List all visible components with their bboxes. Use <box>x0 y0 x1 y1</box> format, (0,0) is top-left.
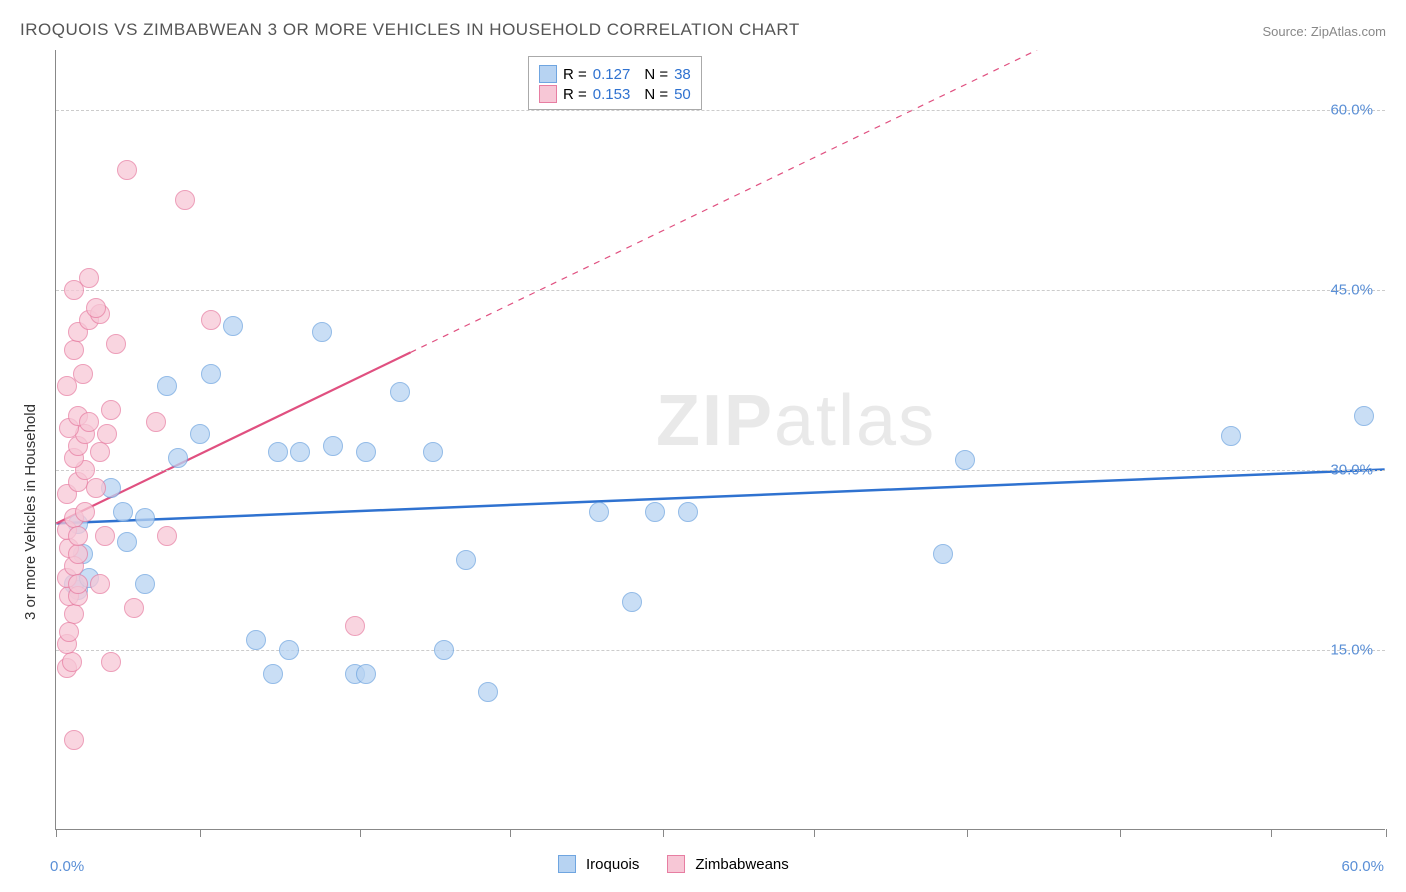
data-point <box>86 478 106 498</box>
data-point <box>312 322 332 342</box>
plot-area: ZIPatlas 15.0% 30.0% 45.0% 60.0% <box>55 50 1385 830</box>
legend-row-zimbabweans: R = 0.153 N = 50 <box>539 85 691 103</box>
x-tick <box>967 829 968 837</box>
data-point <box>68 544 88 564</box>
data-point <box>106 334 126 354</box>
data-point <box>157 376 177 396</box>
data-point <box>59 622 79 642</box>
data-point <box>79 268 99 288</box>
data-point <box>64 340 84 360</box>
data-point <box>356 442 376 462</box>
data-point <box>478 682 498 702</box>
y-axis-label: 3 or more Vehicles in Household <box>22 404 39 620</box>
data-point <box>68 574 88 594</box>
y-tick-label: 60.0% <box>1330 102 1373 119</box>
data-point <box>456 550 476 570</box>
data-point <box>64 730 84 750</box>
x-tick <box>1271 829 1272 837</box>
chart-container: IROQUOIS VS ZIMBABWEAN 3 OR MORE VEHICLE… <box>0 0 1406 892</box>
data-point <box>390 382 410 402</box>
data-point <box>268 442 288 462</box>
data-point <box>113 502 133 522</box>
x-tick <box>1386 829 1387 837</box>
source-label: Source: ZipAtlas.com <box>1262 24 1386 39</box>
data-point <box>622 592 642 612</box>
swatch-iroquois-bottom <box>558 855 576 873</box>
data-point <box>645 502 665 522</box>
x-tick <box>663 829 664 837</box>
data-point <box>246 630 266 650</box>
data-point <box>190 424 210 444</box>
x-tick-right: 60.0% <box>1341 858 1384 875</box>
x-tick <box>1120 829 1121 837</box>
swatch-iroquois <box>539 65 557 83</box>
data-point <box>323 436 343 456</box>
data-point <box>101 400 121 420</box>
data-point <box>157 526 177 546</box>
data-point <box>678 502 698 522</box>
data-point <box>95 526 115 546</box>
gridline-h <box>56 290 1385 291</box>
data-point <box>124 598 144 618</box>
legend-row-iroquois: R = 0.127 N = 38 <box>539 65 691 83</box>
x-tick-left: 0.0% <box>50 858 84 875</box>
data-point <box>79 412 99 432</box>
data-point <box>263 664 283 684</box>
data-point <box>90 574 110 594</box>
x-tick <box>56 829 57 837</box>
data-point <box>589 502 609 522</box>
data-point <box>73 364 93 384</box>
data-point <box>423 442 443 462</box>
data-point <box>955 450 975 470</box>
data-point <box>201 310 221 330</box>
data-point <box>62 652 82 672</box>
data-point <box>90 442 110 462</box>
data-point <box>135 574 155 594</box>
data-point <box>101 652 121 672</box>
data-point <box>86 298 106 318</box>
data-point <box>290 442 310 462</box>
data-point <box>68 526 88 546</box>
trendlines-layer <box>56 50 1385 829</box>
data-point <box>345 616 365 636</box>
swatch-zimbabweans <box>539 85 557 103</box>
gridline-h <box>56 470 1385 471</box>
y-tick-label: 45.0% <box>1330 282 1373 299</box>
data-point <box>434 640 454 660</box>
data-point <box>1221 426 1241 446</box>
swatch-zimbabweans-bottom <box>667 855 685 873</box>
data-point <box>201 364 221 384</box>
series-legend: Iroquois Zimbabweans <box>558 855 789 873</box>
data-point <box>135 508 155 528</box>
data-point <box>168 448 188 468</box>
x-tick <box>510 829 511 837</box>
data-point <box>279 640 299 660</box>
x-tick <box>360 829 361 837</box>
data-point <box>356 664 376 684</box>
data-point <box>175 190 195 210</box>
gridline-h <box>56 110 1385 111</box>
data-point <box>117 532 137 552</box>
data-point <box>75 502 95 522</box>
y-tick-label: 30.0% <box>1330 462 1373 479</box>
data-point <box>97 424 117 444</box>
data-point <box>1354 406 1374 426</box>
x-tick <box>200 829 201 837</box>
data-point <box>223 316 243 336</box>
chart-title: IROQUOIS VS ZIMBABWEAN 3 OR MORE VEHICLE… <box>20 20 800 40</box>
correlation-legend: R = 0.127 N = 38 R = 0.153 N = 50 <box>528 56 702 110</box>
watermark: ZIPatlas <box>656 380 936 462</box>
data-point <box>146 412 166 432</box>
data-point <box>117 160 137 180</box>
x-tick <box>814 829 815 837</box>
data-point <box>933 544 953 564</box>
y-tick-label: 15.0% <box>1330 642 1373 659</box>
data-point <box>64 604 84 624</box>
